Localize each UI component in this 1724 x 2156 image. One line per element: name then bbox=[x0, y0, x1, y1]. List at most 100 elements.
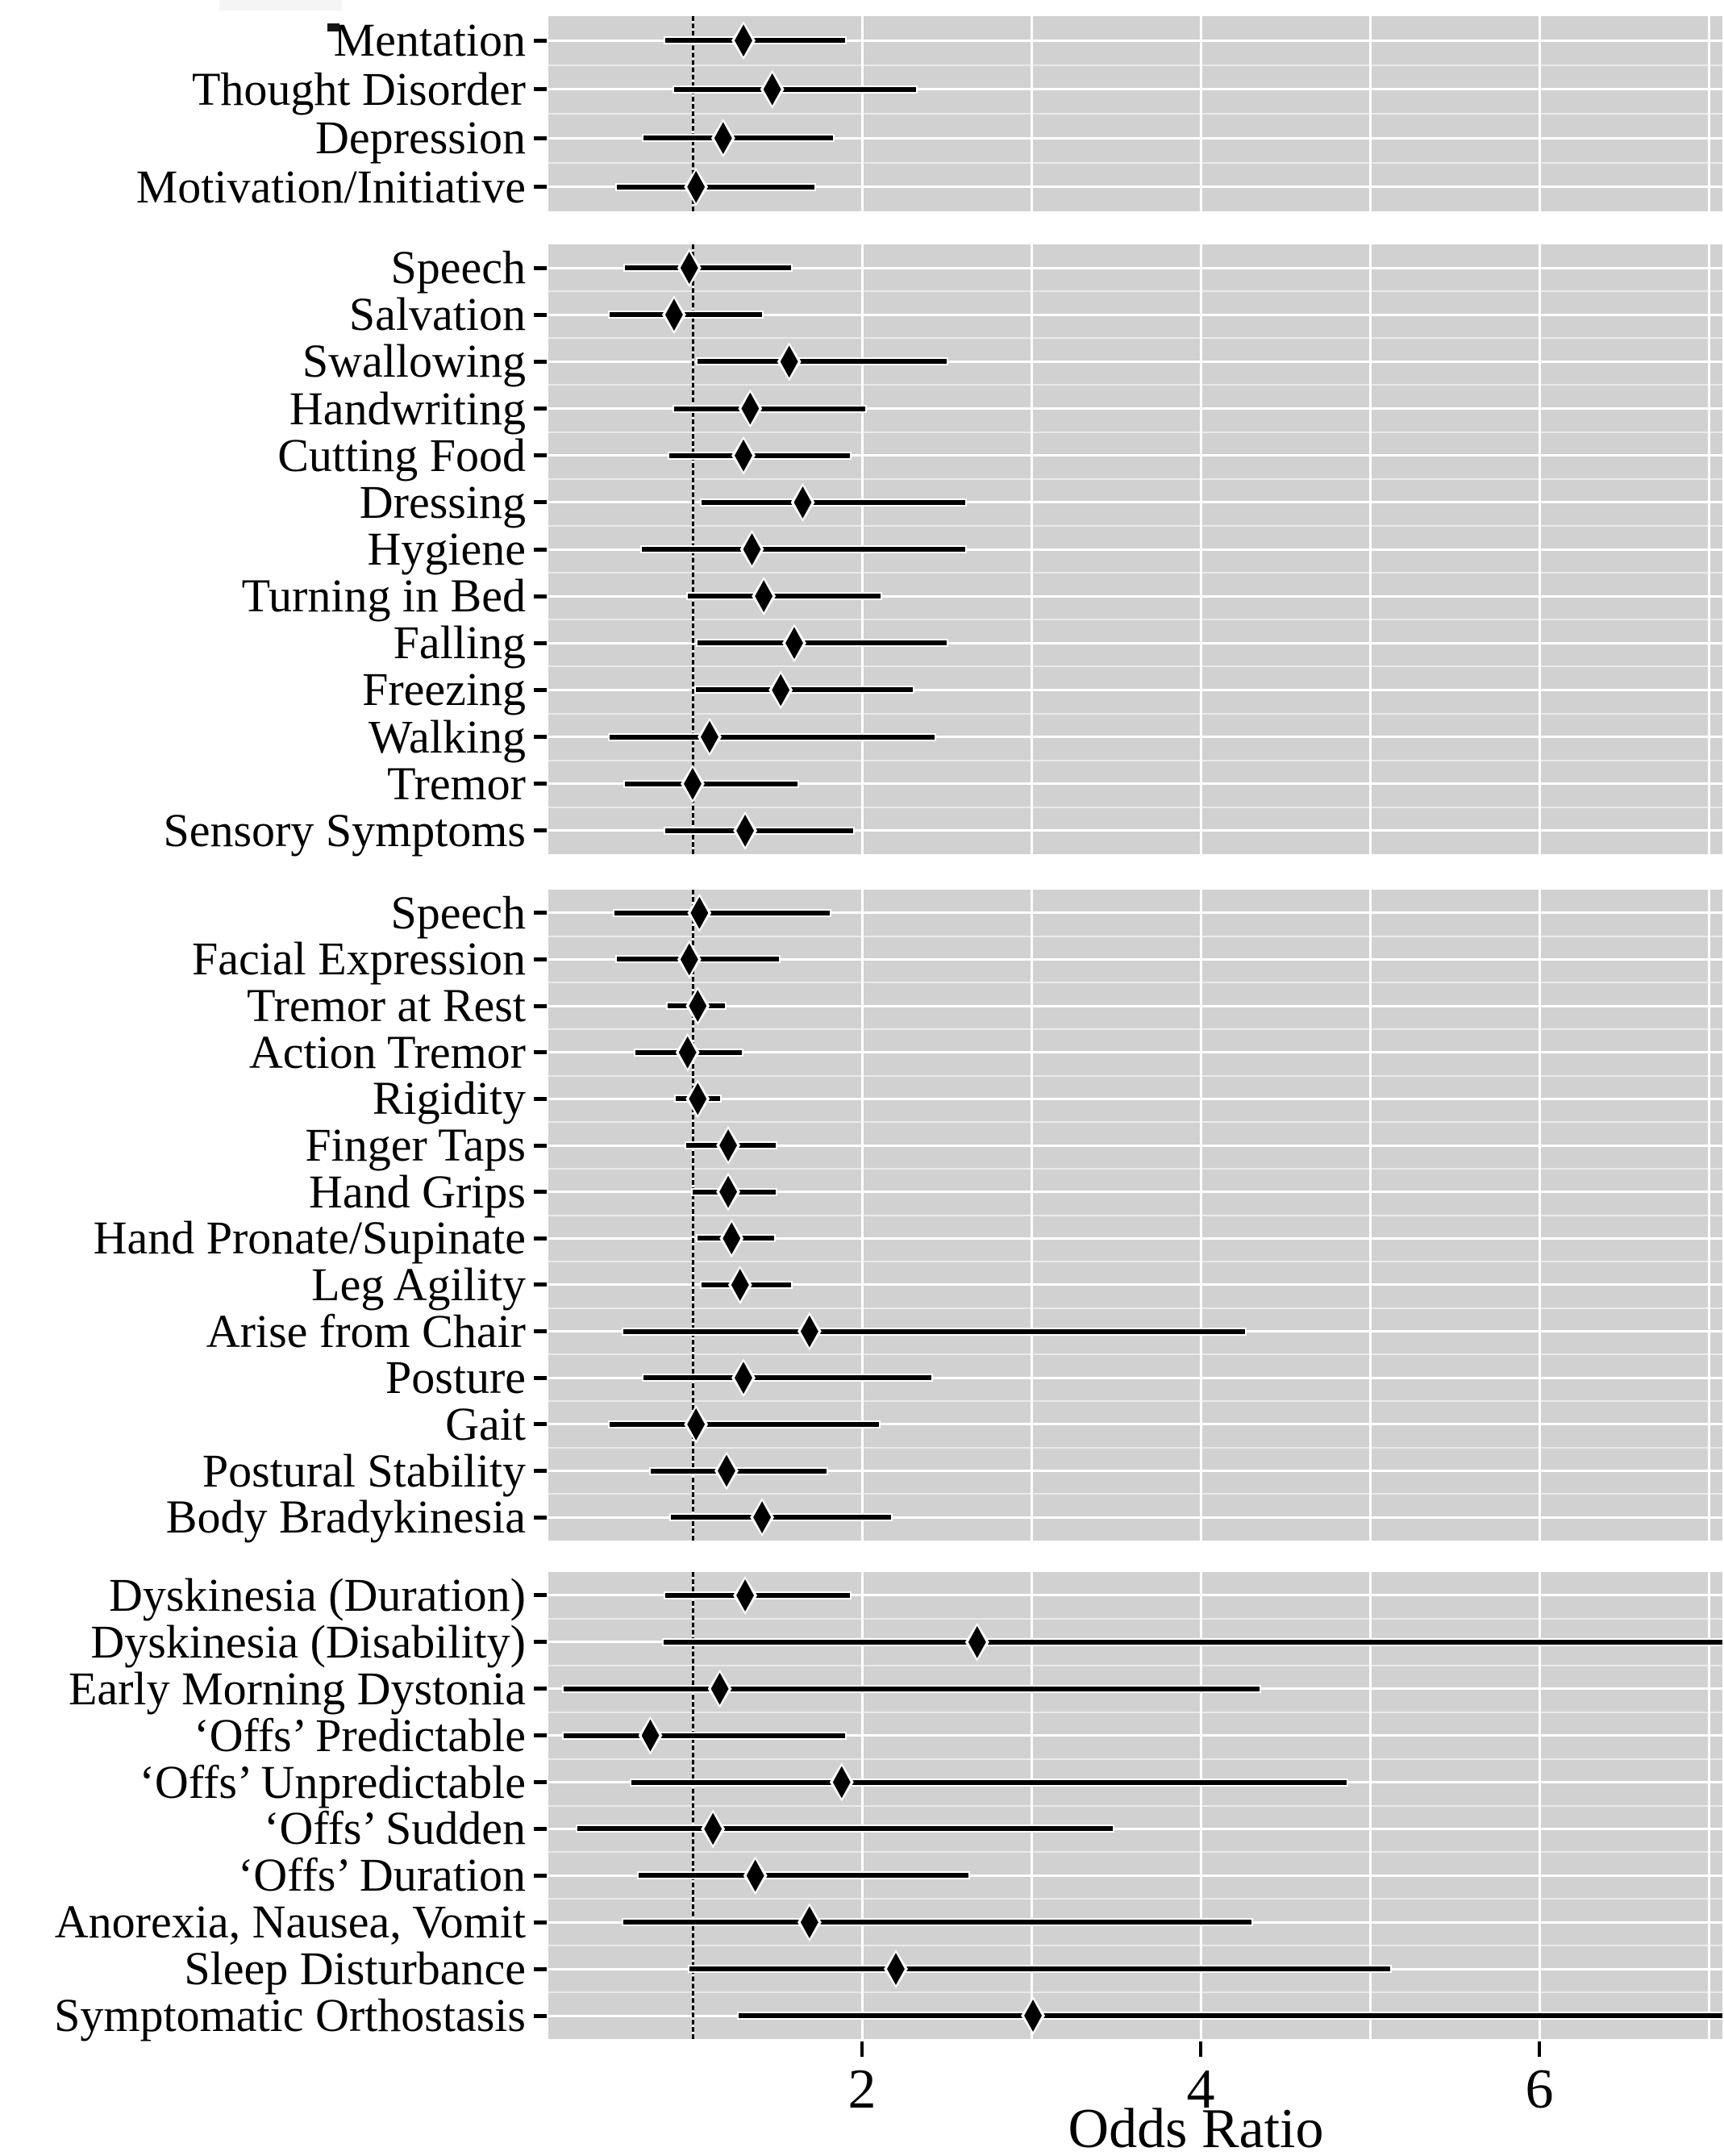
row-label: Swallowing bbox=[302, 335, 526, 388]
y-axis-tick bbox=[534, 687, 547, 692]
confidence-interval-line bbox=[689, 1966, 1391, 1972]
x-tick-label: 6 bbox=[1525, 2058, 1554, 2121]
row-label: Thought Disorder bbox=[192, 62, 526, 115]
row-label: Body Bradykinesia bbox=[165, 1491, 526, 1544]
panel-4 bbox=[548, 1572, 1722, 2039]
row-label: Sleep Disturbance bbox=[184, 1942, 526, 1995]
y-axis-tick bbox=[534, 1422, 547, 1427]
confidence-interval-line bbox=[696, 687, 913, 693]
row-label: Gait bbox=[445, 1397, 526, 1450]
horizontal-gridline bbox=[548, 1734, 1722, 1737]
minor-gridline bbox=[548, 524, 1722, 527]
point-estimate-diamond bbox=[719, 1129, 738, 1162]
row-label: Finger Taps bbox=[305, 1119, 526, 1172]
y-axis-tick bbox=[534, 1826, 547, 1831]
confidence-interval-line bbox=[687, 594, 881, 599]
y-axis-tick bbox=[534, 782, 547, 786]
point-estimate-diamond bbox=[800, 1315, 818, 1348]
row-label: Posture bbox=[385, 1351, 526, 1404]
horizontal-gridline bbox=[548, 594, 1722, 598]
point-estimate-diamond bbox=[735, 439, 752, 472]
confidence-interval-line bbox=[577, 1826, 1113, 1832]
x-axis-tick bbox=[860, 2041, 864, 2057]
confidence-interval-line bbox=[665, 828, 854, 833]
point-estimate-diamond bbox=[735, 1362, 752, 1395]
y-axis-tick bbox=[534, 87, 547, 92]
minor-gridline bbox=[548, 1121, 1722, 1124]
row-label: Motivation/Initiative bbox=[135, 160, 526, 213]
horizontal-gridline bbox=[548, 39, 1722, 42]
minor-gridline bbox=[548, 619, 1722, 621]
horizontal-gridline bbox=[548, 641, 1722, 644]
y-axis-tick bbox=[534, 312, 547, 317]
point-estimate-diamond bbox=[687, 170, 706, 203]
point-estimate-diamond bbox=[718, 1454, 735, 1487]
point-estimate-diamond bbox=[719, 1175, 738, 1208]
horizontal-gridline bbox=[548, 454, 1722, 457]
y-axis-tick bbox=[534, 1190, 547, 1195]
row-label: Walking bbox=[368, 710, 526, 763]
point-estimate-diamond bbox=[731, 1268, 749, 1301]
horizontal-gridline bbox=[548, 911, 1722, 915]
y-axis-tick bbox=[534, 1282, 547, 1287]
row-label: Hand Grips bbox=[308, 1165, 526, 1218]
horizontal-gridline bbox=[548, 736, 1722, 739]
point-estimate-diamond bbox=[678, 1036, 697, 1069]
point-estimate-diamond bbox=[735, 24, 752, 57]
horizontal-gridline bbox=[548, 501, 1722, 504]
minor-gridline bbox=[548, 1307, 1722, 1309]
row-label: Hand Pronate/Supinate bbox=[93, 1211, 526, 1265]
row-label: Facial Expression bbox=[192, 932, 526, 986]
horizontal-gridline bbox=[548, 548, 1722, 551]
horizontal-gridline bbox=[548, 1004, 1722, 1007]
point-estimate-diamond bbox=[690, 896, 709, 929]
confidence-interval-line bbox=[631, 1779, 1347, 1785]
minor-gridline bbox=[548, 712, 1722, 715]
y-axis-tick bbox=[534, 1143, 547, 1148]
point-estimate-diamond bbox=[785, 627, 803, 660]
row-label: ‘Offs’ Predictable bbox=[194, 1708, 526, 1762]
y-axis-tick bbox=[534, 1096, 547, 1101]
point-estimate-diamond bbox=[704, 1812, 722, 1845]
minor-gridline bbox=[548, 290, 1722, 293]
y-axis-tick bbox=[534, 640, 547, 645]
row-label: Speech bbox=[390, 886, 527, 939]
minor-gridline bbox=[548, 384, 1722, 386]
point-estimate-diamond bbox=[714, 122, 732, 155]
row-label: Turning in Bed bbox=[241, 569, 526, 623]
point-estimate-diamond bbox=[763, 73, 781, 106]
confidence-interval-line bbox=[664, 1639, 1722, 1645]
horizontal-gridline bbox=[548, 829, 1722, 832]
minor-gridline bbox=[548, 1851, 1722, 1854]
minor-gridline bbox=[548, 337, 1722, 340]
reference-line-or1 bbox=[691, 890, 694, 1541]
minor-gridline bbox=[548, 806, 1722, 808]
row-label: ‘Offs’ Sudden bbox=[264, 1802, 526, 1855]
row-label: Sensory Symptoms bbox=[163, 803, 526, 857]
minor-gridline bbox=[548, 1898, 1722, 1900]
reference-line-or1 bbox=[691, 16, 694, 211]
y-axis-tick bbox=[534, 1966, 547, 1971]
reference-line-or1 bbox=[691, 1572, 694, 2039]
panel-3 bbox=[548, 890, 1722, 1541]
y-axis-tick bbox=[534, 136, 547, 140]
minor-gridline bbox=[548, 1758, 1722, 1760]
confidence-interval-line bbox=[670, 1515, 891, 1520]
point-estimate-diamond bbox=[687, 1407, 706, 1441]
row-label: Cutting Food bbox=[277, 428, 526, 482]
y-axis-tick bbox=[534, 828, 547, 833]
horizontal-gridline bbox=[548, 1051, 1722, 1054]
row-label: Dressing bbox=[359, 475, 526, 528]
y-axis-tick bbox=[534, 1733, 547, 1738]
horizontal-gridline bbox=[548, 688, 1722, 691]
minor-gridline bbox=[548, 1074, 1722, 1077]
point-estimate-diamond bbox=[641, 1719, 660, 1752]
horizontal-gridline bbox=[548, 313, 1722, 316]
y-axis-tick bbox=[534, 453, 547, 458]
minor-gridline bbox=[548, 1028, 1722, 1030]
x-tick-label: 2 bbox=[847, 2058, 877, 2121]
horizontal-gridline bbox=[548, 1097, 1722, 1100]
y-axis-tick bbox=[534, 1469, 547, 1474]
confidence-interval-line bbox=[625, 265, 791, 271]
point-estimate-diamond bbox=[753, 1501, 772, 1534]
